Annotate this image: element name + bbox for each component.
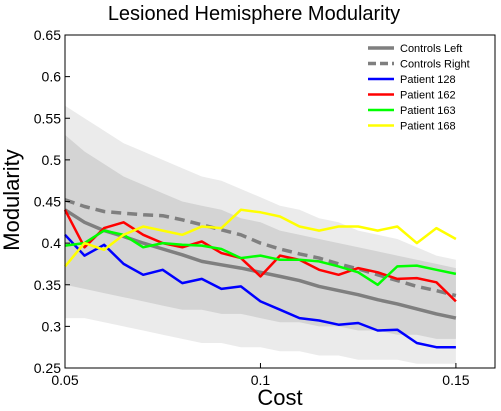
legend-label-1: Controls Right [400,59,470,71]
band-1 [65,134,456,339]
x-tick-label: 0.1 [251,372,271,388]
legend-label-5: Patient 168 [400,121,456,133]
y-tick-label: 0.35 [34,277,61,293]
y-tick-label: 0.4 [42,235,62,251]
x-tick-label: 0.15 [442,372,469,388]
series-line-2 [64,233,456,349]
y-tick-label: 0.25 [34,360,61,376]
x-axis-label: Cost [257,385,302,410]
y-tick-label: 0.55 [34,110,61,126]
y-tick-label: 0.6 [42,69,62,85]
y-tick-label: 0.45 [34,194,61,210]
series-line-4 [64,229,457,287]
x-tick-label: 0.05 [51,372,78,388]
y-axis-label: Modularity [0,149,24,250]
series-lines [63,198,457,349]
confidence-bands [65,105,456,364]
legend-label-2: Patient 128 [400,74,456,86]
axis-ticks: 0.25 0.3 0.35 0.4 0.45 0.5 0.55 0.6 0.65 0.05 0.1 0… [34,27,470,388]
series-line-1 [64,198,457,298]
series-line-5 [64,208,457,268]
legend-label-4: Patient 163 [400,105,456,117]
series-line-3 [63,209,457,303]
y-tick-label: 0.3 [42,318,62,334]
y-tick-label: 0.65 [34,27,61,43]
legend: Controls Left Controls Right Patient 128 Pa… [368,43,470,133]
legend-label-3: Patient 162 [400,90,456,102]
y-tick-label: 0.5 [42,152,62,168]
chart-title: Lesioned Hemisphere Modularity [108,3,400,25]
legend-label-0: Controls Left [400,43,462,55]
